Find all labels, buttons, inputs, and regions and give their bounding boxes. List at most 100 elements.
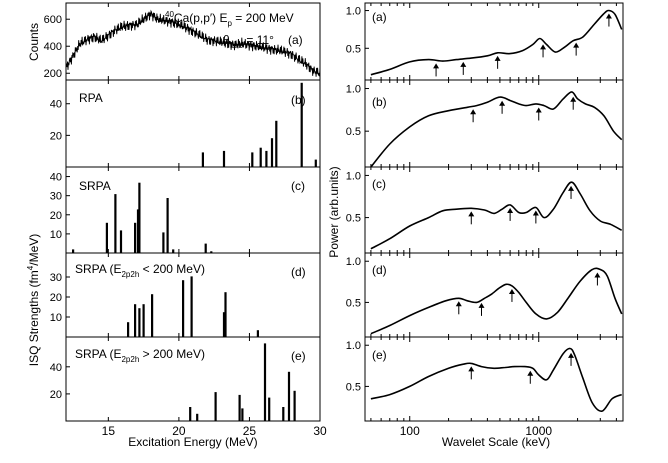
- right-panel-a-arrowhead-3: [540, 44, 547, 50]
- left-panel-c-bar-6: [138, 182, 141, 253]
- right-panel-a: 0.5 1.0 (a): [346, 2, 624, 81]
- right-panel-b-power-curve: [370, 91, 623, 168]
- left-panel-d-bar-8: [224, 292, 227, 337]
- left-panel-a-ytick-label-0: 200: [44, 68, 62, 80]
- right-panel-b-frame: [364, 79, 624, 168]
- right-panel-c-label: (c): [372, 177, 386, 191]
- left-panel-b-bar-8: [314, 159, 317, 167]
- right-panel-d-ytick-label-0: 0.5: [346, 297, 361, 309]
- right-panel-e-arrowhead-1: [527, 370, 534, 376]
- left-panel-c-label: (c): [291, 179, 305, 193]
- left-panel-c-bar-8: [166, 198, 169, 253]
- left-panel-e-label: (e): [291, 349, 306, 363]
- left-panel-e-ytick-label-0: 20: [50, 389, 62, 401]
- left-panel-c-bar-9: [172, 249, 175, 253]
- right-panel-a-frame: [364, 2, 624, 81]
- left-panel-d-title: SRPA (E2p2h < 200 MeV): [75, 262, 205, 279]
- right-panel-d-frame: [364, 252, 624, 338]
- left-panel-d-bar-0: [127, 322, 130, 337]
- left-panel-d-title-rest: < 200 MeV): [139, 262, 205, 276]
- right-xaxis-label: Wavelet Scale (keV): [442, 435, 550, 449]
- left-panel-b-bar-4: [265, 150, 268, 167]
- left-panel-e-bar-7: [282, 407, 285, 421]
- left-panel-d-ytick-label-1: 20: [50, 292, 62, 304]
- left-panel-d-bar-4: [151, 294, 154, 337]
- left-panel-c-bar-4: [134, 222, 137, 253]
- left-panel-a-energy-sub: p: [228, 19, 233, 28]
- right-panel-e-label: (e): [372, 348, 387, 362]
- left-panel-c-bar-10: [204, 243, 207, 253]
- left-panel-b-ytick-label-0: 20: [50, 130, 62, 142]
- left-panel-b-label: (b): [291, 93, 306, 107]
- right-panel-a-arrowhead-4: [573, 42, 580, 48]
- right-panel-c-arrowhead-3: [568, 185, 575, 191]
- right-panel-b-ytick-label-1: 1.0: [346, 84, 361, 96]
- right-panel-e-arrowhead-0: [468, 366, 475, 372]
- left-panel-d-marks: 10 20 30: [50, 253, 321, 337]
- left-panel-c-bar-0: [72, 249, 75, 253]
- right-panel-d-label: (d): [372, 263, 387, 277]
- right-panel-b-arrowhead-0: [470, 109, 477, 115]
- left-panel-b-title: RPA: [79, 91, 103, 105]
- left-panel-e-title-rest: > 200 MeV): [139, 347, 205, 361]
- left-panel-e-ytick-label-1: 40: [50, 362, 62, 374]
- right-xaxis-ticks: 100 1000: [400, 424, 553, 438]
- right-column: 0.5 1.0 (a) 0.5 1.0 (b) 0.5 1.0 (c) 0.5 1.0 …: [327, 2, 624, 449]
- left-panel-d-bar-2: [138, 308, 141, 337]
- left-panel-b-frame: [65, 79, 321, 168]
- left-panel-d-ytick-label-0: 10: [50, 312, 62, 324]
- right-panel-a-ytick-label-1: 1.0: [346, 6, 361, 18]
- right-panel-d-arrowhead-2: [508, 288, 515, 294]
- left-panel-e-bar-4: [241, 408, 244, 421]
- left-panel-e-bar-8: [287, 371, 291, 421]
- right-panel-d-ytick-label-1: 1.0: [346, 256, 361, 268]
- left-panel-a-marks: 200 400 600: [44, 3, 321, 80]
- left-panel-b-bar-6: [275, 120, 278, 167]
- left-panel-a-angle-symbol: θ: [223, 33, 230, 47]
- right-panel-c-arrowhead-1: [507, 207, 514, 213]
- left-panel-e-bar-1: [196, 413, 199, 421]
- left-panel-b-bar-1: [222, 150, 226, 167]
- left-panel-a-ytick-label-1: 400: [44, 41, 62, 53]
- left-panel-a-angle: θLab = 11°: [223, 33, 274, 50]
- right-panel-d-arrowhead-0: [455, 301, 462, 307]
- right-panel-e-frame: [364, 336, 624, 422]
- left-panel-e-bar-5: [263, 343, 267, 421]
- left-panel-b-ytick-label-1: 40: [50, 99, 62, 111]
- left-panel-d-bar-1: [134, 304, 137, 337]
- right-panel-a-arrowhead-0: [433, 63, 440, 69]
- right-panel-d-power-curve: [370, 267, 623, 335]
- right-panel-a-arrowhead-2: [494, 55, 501, 61]
- right-panel-c-arrowhead-2: [532, 210, 539, 216]
- right-panel-a-ytick-label-0: 0.5: [346, 43, 361, 55]
- right-panel-e-power-curve: [370, 347, 623, 412]
- right-panel-c-ytick-label-1: 1.0: [346, 170, 361, 182]
- right-panel-d-arrowhead-3: [594, 272, 601, 278]
- right-panel-b-arrowhead-3: [570, 96, 577, 102]
- left-panel-a-reaction: 40Ca(p,p′) Ep = 200 MeV: [165, 10, 294, 28]
- right-panel-c: 0.5 1.0 (c): [346, 166, 624, 254]
- right-panel-a-arrowhead-1: [460, 61, 467, 67]
- right-panel-b-ytick-label-0: 0.5: [346, 126, 361, 138]
- left-panel-d-title-main: SRPA (E: [75, 262, 121, 276]
- right-panel-a-power-curve: [370, 9, 623, 76]
- left-panel-c-title: SRPA: [79, 179, 111, 193]
- right-panel-e-arrowhead-2: [568, 352, 575, 358]
- left-panel-a-ylabel: Counts: [27, 23, 41, 61]
- left-xaxis-tick-label-0: 15: [102, 424, 116, 438]
- right-panel-a-label: (a): [372, 10, 387, 24]
- left-panel-a-spectrum-line: [65, 9, 321, 77]
- left-panel-b-bar-7: [300, 82, 303, 167]
- left-shared-ylabel-main: ISQ Strengths (fm: [27, 270, 41, 366]
- right-panel-a-marks: 0.5 1.0: [346, 3, 623, 80]
- left-panel-e-bar-0: [189, 407, 192, 421]
- left-panel-c-bar-3: [119, 230, 123, 253]
- left-panel-c-bar-5: [136, 209, 140, 253]
- right-xaxis-tick-label-1: 1000: [525, 424, 552, 438]
- right-panel-e-ytick-label-0: 0.5: [346, 381, 361, 393]
- right-panel-b-marks: 0.5 1.0: [346, 80, 623, 168]
- right-panel-c-arrowhead-0: [468, 211, 475, 217]
- right-panel-e-marks: 0.5 1.0: [346, 337, 623, 421]
